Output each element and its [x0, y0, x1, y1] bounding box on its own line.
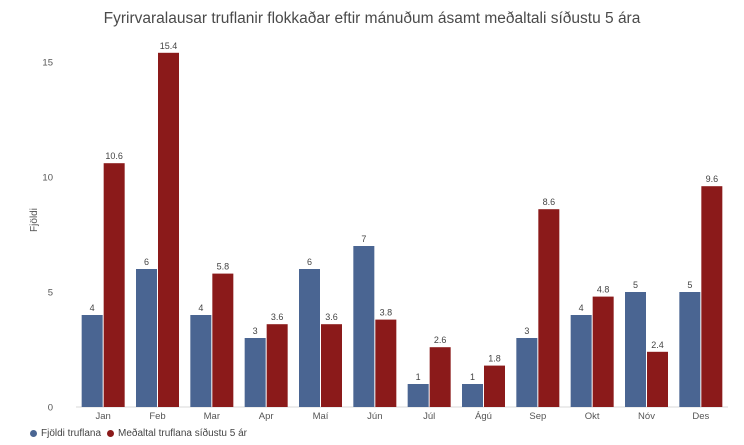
x-tick-label: Sep	[529, 411, 546, 422]
x-tick-label: Júl	[423, 411, 435, 422]
data-label: 1	[416, 372, 421, 382]
data-label: 4	[198, 303, 203, 313]
x-tick-label: Okt	[585, 411, 600, 422]
bar-average	[538, 209, 560, 407]
bar-count	[136, 269, 157, 407]
x-tick-label: Nóv	[638, 411, 655, 422]
data-label: 8.6	[543, 197, 556, 207]
bar-count	[190, 315, 212, 407]
x-tick-label: Mar	[204, 411, 220, 422]
data-label: 3.8	[380, 308, 393, 318]
legend-label: Meðaltal truflana síðustu 5 ár	[118, 428, 247, 439]
bar-count	[625, 292, 646, 407]
data-label: 3.6	[325, 312, 338, 322]
x-tick-label: Maí	[313, 411, 329, 422]
x-tick-label: Jún	[367, 411, 382, 422]
data-label: 5	[633, 280, 638, 290]
bar-average	[484, 365, 505, 407]
data-label: 1	[470, 372, 475, 382]
data-label: 3	[253, 326, 258, 336]
x-tick-label: Feb	[149, 411, 165, 422]
legend-item: Fjöldi truflana	[30, 428, 101, 439]
bar-average	[429, 347, 451, 407]
data-label: 4	[579, 303, 584, 313]
legend-label: Fjöldi truflana	[41, 428, 102, 439]
y-tick-label: 5	[48, 288, 53, 299]
x-tick-label: Ágú	[475, 411, 492, 422]
bar-count	[353, 246, 375, 407]
bar-average	[103, 163, 125, 407]
x-tick-label: Des	[692, 411, 709, 422]
y-tick-label: 15	[42, 58, 53, 69]
data-label: 2.4	[651, 340, 664, 350]
data-label: 1.8	[488, 354, 501, 364]
bar-count	[679, 292, 701, 407]
bar-count	[462, 384, 483, 407]
y-axis-label: Fjöldi	[29, 208, 40, 232]
data-label: 5	[687, 280, 692, 290]
data-label: 7	[361, 234, 366, 244]
data-label: 2.6	[434, 335, 447, 345]
data-label: 3	[524, 326, 529, 336]
y-tick-label: 10	[42, 173, 53, 184]
bar-average	[701, 186, 723, 407]
x-tick-label: Jan	[96, 411, 111, 422]
bar-average	[212, 273, 234, 407]
x-tick-label: Apr	[259, 411, 274, 422]
y-tick-label: 0	[48, 403, 53, 414]
data-label: 15.4	[160, 41, 178, 51]
bar-average	[266, 324, 288, 407]
data-label: 3.6	[271, 312, 284, 322]
bar-average	[647, 351, 668, 407]
bar-average	[158, 52, 179, 408]
legend: Fjöldi truflana Meðaltal truflana síðustu…	[30, 428, 253, 439]
bar-count	[407, 384, 429, 407]
data-label: 9.6	[706, 174, 719, 184]
data-label: 6	[307, 257, 312, 267]
chart-title: Fyrirvaralausar truflanir flokkaðar efti…	[103, 10, 641, 27]
data-label: 10.6	[105, 151, 123, 161]
legend-swatch	[30, 430, 37, 437]
bar-average	[321, 324, 342, 407]
bar-count	[244, 338, 266, 407]
legend-swatch	[107, 430, 115, 437]
legend-item: Meðaltal truflana síðustu 5 ár	[107, 428, 247, 439]
data-label: 6	[144, 257, 149, 267]
data-label: 4	[90, 303, 95, 313]
bar-count	[299, 269, 320, 407]
bar-count	[570, 315, 592, 407]
bar-count	[81, 315, 103, 407]
data-label: 5.8	[217, 262, 230, 272]
bar-average	[592, 296, 614, 407]
data-label: 4.8	[597, 285, 610, 295]
bar-count	[516, 338, 538, 407]
bar-average	[375, 319, 397, 407]
